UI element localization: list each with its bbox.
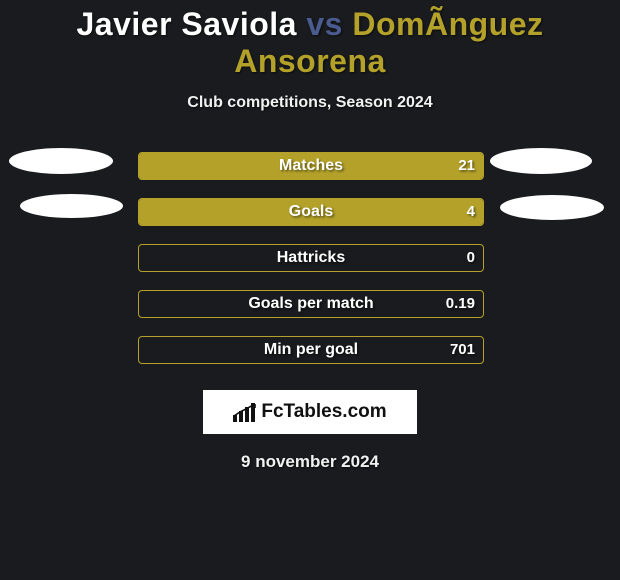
bar-track: Matches21 (138, 152, 484, 180)
subtitle: Club competitions, Season 2024 (0, 94, 620, 112)
stat-label: Goals per match (139, 295, 483, 313)
stat-value: 0.19 (446, 295, 475, 312)
decorative-ellipse (9, 148, 113, 174)
comparison-infographic: Javier Saviola vs DomÃ­nguez Ansorena Cl… (0, 0, 620, 472)
decorative-ellipse (20, 194, 123, 218)
stat-value: 0 (467, 249, 475, 266)
bar-track: Min per goal701 (138, 336, 484, 364)
date-text: 9 november 2024 (0, 452, 620, 472)
title: Javier Saviola vs DomÃ­nguez Ansorena (0, 6, 620, 80)
bar-track: Goals per match0.19 (138, 290, 484, 318)
stat-row: Min per goal701 (0, 336, 620, 382)
decorative-ellipse (500, 195, 604, 220)
logo-box: FcTables.com (203, 390, 417, 434)
bar-fill (139, 199, 483, 225)
vs-separator: vs (306, 6, 343, 42)
stat-row: Goals4 (0, 198, 620, 244)
logo: FcTables.com (233, 401, 386, 423)
bar-chart-icon (233, 402, 257, 422)
stat-rows: Matches21 Goals4 Hattricks0 Goals per match… (0, 152, 620, 382)
bar-track: Goals4 (138, 198, 484, 226)
decorative-ellipse (490, 148, 592, 174)
stat-label: Hattricks (139, 249, 483, 267)
bar-track: Hattricks0 (138, 244, 484, 272)
stat-label: Min per goal (139, 341, 483, 359)
stat-row: Goals per match0.19 (0, 290, 620, 336)
stat-value: 701 (450, 341, 475, 358)
bar-fill (139, 153, 483, 179)
stat-row: Matches21 (0, 152, 620, 198)
logo-text: FcTables.com (261, 401, 386, 423)
stat-row: Hattricks0 (0, 244, 620, 290)
player1-name: Javier Saviola (76, 6, 296, 42)
